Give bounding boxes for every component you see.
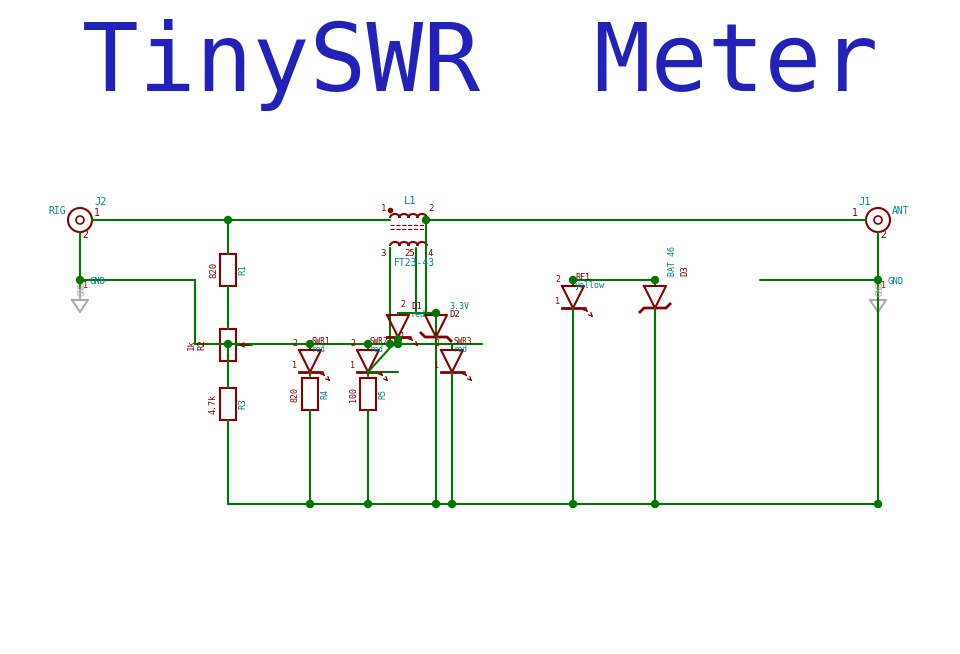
Circle shape — [395, 341, 401, 347]
Text: 1: 1 — [881, 281, 886, 290]
Text: red: red — [454, 345, 468, 354]
Text: 1: 1 — [852, 208, 858, 218]
Text: SWR3: SWR3 — [454, 337, 472, 346]
Text: red: red — [312, 345, 325, 354]
Text: 1: 1 — [555, 297, 560, 306]
Bar — [220, 254, 236, 286]
Circle shape — [422, 216, 429, 224]
Circle shape — [448, 500, 455, 508]
Text: R5: R5 — [378, 389, 387, 399]
Text: 2: 2 — [82, 230, 88, 240]
Text: 2: 2 — [292, 339, 297, 348]
Circle shape — [569, 500, 577, 508]
Text: J2: J2 — [94, 197, 107, 207]
Text: 1: 1 — [83, 281, 88, 290]
Circle shape — [652, 500, 659, 508]
Text: 3.3V: 3.3V — [449, 302, 469, 311]
Text: GND: GND — [888, 277, 904, 286]
Text: 1: 1 — [292, 361, 297, 370]
Text: R1: R1 — [238, 265, 247, 275]
Text: 4: 4 — [428, 249, 433, 258]
Circle shape — [77, 277, 84, 283]
Circle shape — [652, 277, 659, 283]
Text: 1: 1 — [350, 361, 355, 370]
Text: 2: 2 — [555, 275, 560, 284]
Circle shape — [875, 277, 881, 283]
Circle shape — [306, 500, 314, 508]
Text: FT23-43: FT23-43 — [394, 258, 435, 268]
Text: GND: GND — [90, 277, 107, 286]
Circle shape — [225, 216, 231, 224]
Text: 1: 1 — [94, 208, 100, 218]
Text: 100: 100 — [349, 387, 358, 402]
Bar — [220, 329, 236, 361]
Text: ANT: ANT — [892, 206, 910, 216]
Text: 1: 1 — [434, 361, 439, 370]
Bar — [220, 388, 236, 420]
Text: 820: 820 — [291, 387, 300, 402]
Text: TinySWR  Meter: TinySWR Meter — [82, 18, 878, 111]
Circle shape — [875, 500, 881, 508]
Text: yellow: yellow — [575, 281, 605, 290]
Text: D3: D3 — [680, 266, 689, 276]
Text: SWR1: SWR1 — [312, 337, 330, 346]
Circle shape — [569, 277, 577, 283]
Text: 1: 1 — [380, 204, 386, 213]
Text: GND: GND — [78, 281, 87, 296]
Circle shape — [365, 341, 372, 347]
Text: 4.7k: 4.7k — [209, 394, 218, 414]
Text: SWR2: SWR2 — [370, 337, 389, 346]
Circle shape — [433, 500, 440, 508]
Text: R4: R4 — [320, 389, 329, 399]
Text: 25: 25 — [404, 249, 416, 258]
Circle shape — [306, 341, 314, 347]
Bar — [302, 378, 318, 410]
Text: BAT 46: BAT 46 — [668, 246, 677, 276]
Text: J1: J1 — [858, 197, 871, 207]
Bar — [360, 378, 376, 410]
Circle shape — [365, 500, 372, 508]
Text: 2: 2 — [880, 230, 886, 240]
Text: L1: L1 — [404, 196, 417, 206]
Text: 2: 2 — [428, 204, 433, 213]
Text: 3: 3 — [380, 249, 386, 258]
Text: R2: R2 — [197, 339, 206, 351]
Circle shape — [387, 341, 394, 347]
Text: 2: 2 — [350, 339, 355, 348]
Circle shape — [225, 341, 231, 347]
Text: 820: 820 — [209, 262, 218, 278]
Text: 1k: 1k — [187, 339, 196, 351]
Text: red: red — [370, 345, 384, 354]
Text: D2: D2 — [449, 310, 460, 319]
Text: 1: 1 — [400, 332, 405, 341]
Text: 2: 2 — [400, 300, 405, 309]
Text: 2: 2 — [434, 339, 439, 348]
Circle shape — [433, 309, 440, 317]
Text: D1: D1 — [411, 302, 421, 311]
Text: RF1: RF1 — [575, 273, 590, 282]
Text: RIG: RIG — [48, 206, 66, 216]
Text: red: red — [411, 310, 426, 319]
Text: GND: GND — [876, 281, 885, 296]
Text: R3: R3 — [238, 399, 247, 409]
Circle shape — [395, 336, 401, 343]
